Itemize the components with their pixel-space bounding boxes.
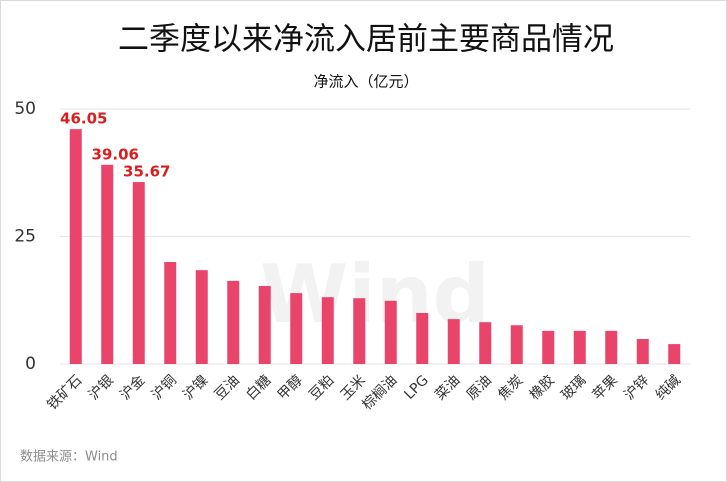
source-note: 数据来源：Wind [20,450,118,465]
bar [290,293,303,364]
bar [542,330,555,364]
y-tick-label: 50 [14,99,36,119]
y-tick-label: 25 [14,227,36,247]
bar [479,322,492,364]
bar [353,298,366,364]
bar [636,339,649,364]
chart-subtitle: 净流入（亿元） [313,73,418,91]
data-label: 46.05 [60,110,107,128]
bar [258,285,271,364]
bar [321,297,334,364]
bar [69,129,82,364]
bar [416,313,429,364]
data-label: 35.67 [123,163,170,181]
y-tick-label: 0 [25,354,36,374]
bar [164,262,177,364]
bar [605,330,618,364]
bar [573,330,586,364]
bar [227,280,240,364]
bar [384,300,397,364]
bar [668,344,681,364]
bar [132,182,145,364]
bar [510,325,523,364]
bar [101,164,114,364]
bar [447,319,460,364]
chart-title: 二季度以来净流入居前主要商品情况 [118,22,614,58]
data-label: 39.06 [92,145,139,163]
bar [195,270,208,364]
